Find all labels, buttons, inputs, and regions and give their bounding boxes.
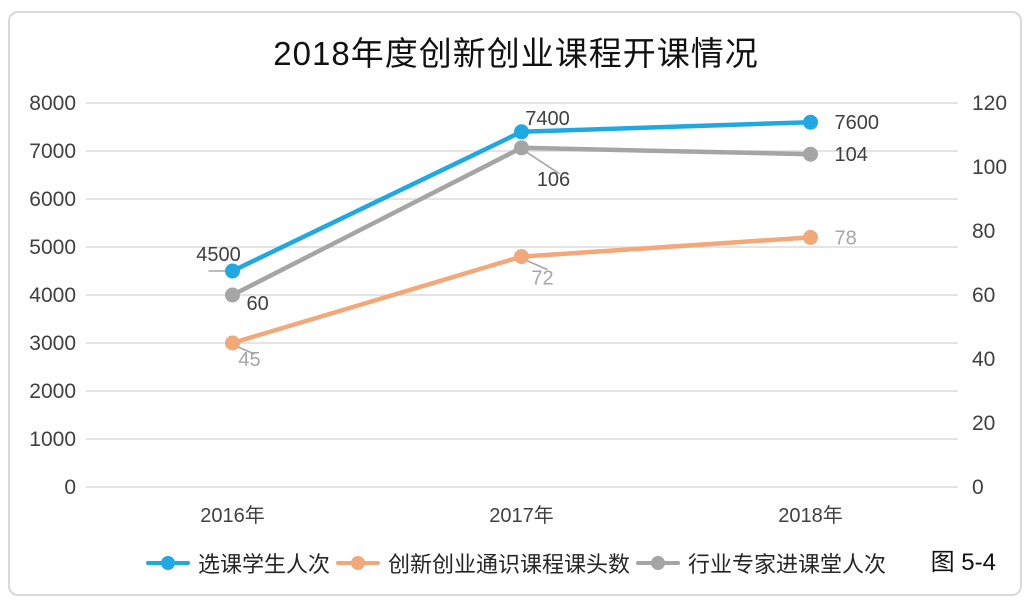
legend-line-marker-icon — [145, 556, 190, 570]
legend-line-marker-icon — [335, 556, 380, 570]
legend-item-label: 行业专家进课堂人次 — [688, 552, 887, 577]
legend-dot-marker-icon — [350, 556, 365, 570]
y-axis-left-tick-label: 2000 — [29, 380, 76, 403]
y-axis-left-tick-label: 7000 — [29, 140, 76, 163]
legend-item-label: 选课学生人次 — [197, 552, 330, 577]
y-axis-right-tick-label: 60 — [972, 284, 995, 307]
legend-item-label: 创新创业通识课程课头数 — [387, 552, 630, 577]
y-axis-right-tick-label: 40 — [972, 348, 995, 371]
chart-title: 2018年度创新创业课程开课情况 — [273, 35, 759, 72]
data-label: 106 — [537, 169, 570, 191]
data-label: 7600 — [835, 112, 880, 134]
data-label-leader-line — [235, 345, 255, 355]
data-point-marker-1-2 — [803, 229, 818, 245]
chart-frame — [8, 11, 1022, 596]
data-point-marker-0-1 — [514, 124, 529, 140]
y-axis-left-tick-label: 0 — [64, 476, 76, 499]
y-axis-left-tick-label: 4000 — [29, 284, 76, 307]
data-label: 104 — [835, 144, 868, 166]
data-point-marker-1-1 — [514, 249, 529, 265]
data-label: 45 — [238, 349, 260, 371]
legend-item-students: 选课学生人次 — [145, 547, 330, 579]
data-point-marker-1-0 — [225, 335, 240, 351]
y-axis-left-tick-label: 8000 — [29, 92, 76, 115]
y-axis-left-tick-label: 5000 — [29, 236, 76, 259]
y-axis-right-tick-label: 80 — [972, 220, 995, 243]
data-label-leader-line — [524, 150, 560, 175]
legend-dot-marker-icon — [651, 556, 665, 570]
data-label: 72 — [531, 268, 553, 290]
data-label: 4500 — [196, 244, 241, 266]
x-axis-tick-label: 2017年 — [489, 504, 554, 527]
data-point-marker-0-0 — [225, 263, 240, 279]
data-label: 60 — [247, 293, 269, 315]
y-axis-right-tick-label: 0 — [972, 476, 984, 499]
chart-legend: 选课学生人次 创新创业通识课程课头数 行业专家进课堂人次 — [0, 548, 1032, 578]
data-point-marker-0-2 — [803, 114, 818, 130]
legend-dot-marker-icon — [160, 556, 175, 570]
y-axis-left-tick-label: 1000 — [29, 428, 76, 451]
y-axis-left-tick-label: 6000 — [29, 188, 76, 211]
data-point-marker-2-1 — [514, 140, 529, 156]
legend-line-marker-icon — [636, 556, 680, 570]
y-axis-right-tick-label: 120 — [972, 92, 1007, 115]
y-axis-left-tick-label: 3000 — [29, 332, 76, 355]
figure-label: 图 5-4 — [930, 549, 996, 576]
data-label: 7400 — [525, 108, 570, 130]
y-axis-right-tick-label: 20 — [972, 412, 995, 435]
legend-item-experts: 行业专家进课堂人次 — [636, 547, 886, 579]
x-axis-tick-label: 2018年 — [778, 504, 843, 527]
x-axis-tick-label: 2016年 — [200, 504, 265, 527]
legend-item-courses: 创新创业通识课程课头数 — [335, 547, 630, 579]
data-label-leader-line — [524, 258, 548, 271]
data-point-marker-2-2 — [803, 146, 818, 162]
y-axis-right-tick-label: 100 — [972, 156, 1007, 179]
data-point-marker-2-0 — [225, 287, 240, 303]
data-label: 78 — [835, 227, 857, 249]
series-line-2 — [230, 145, 813, 298]
